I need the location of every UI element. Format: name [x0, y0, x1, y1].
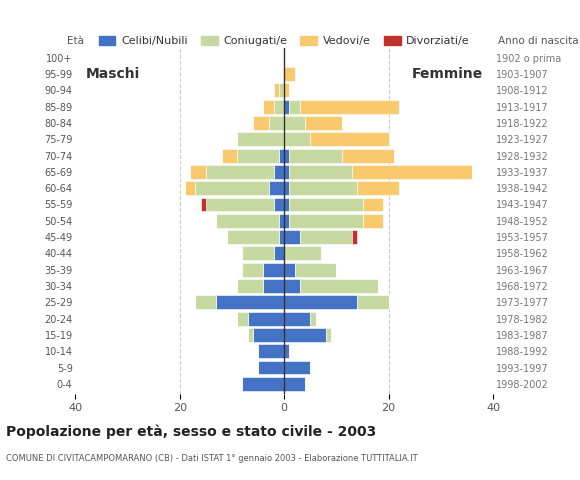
Bar — [284, 328, 326, 342]
Bar — [284, 312, 310, 325]
Bar — [242, 377, 284, 391]
Bar — [237, 279, 263, 293]
Bar — [289, 181, 357, 195]
Bar — [248, 328, 253, 342]
Bar — [300, 230, 352, 244]
Bar — [242, 263, 263, 276]
Bar — [284, 263, 295, 276]
Bar — [279, 84, 284, 97]
Bar — [289, 165, 352, 179]
Bar — [310, 312, 316, 325]
Bar — [258, 344, 284, 358]
Bar — [227, 230, 279, 244]
Bar — [284, 344, 289, 358]
Bar — [289, 214, 362, 228]
Bar — [274, 165, 284, 179]
Bar — [284, 230, 300, 244]
Bar — [185, 181, 195, 195]
Text: COMUNE DI CIVITACAMPOMARANO (CB) - Dati ISTAT 1° gennaio 2003 - Elaborazione TUT: COMUNE DI CIVITACAMPOMARANO (CB) - Dati … — [6, 454, 418, 463]
Bar — [269, 116, 284, 130]
Bar — [289, 198, 362, 211]
Bar — [263, 100, 274, 114]
Bar — [274, 84, 279, 97]
Bar — [310, 132, 389, 146]
Bar — [216, 295, 284, 309]
Bar — [195, 181, 269, 195]
Bar — [206, 198, 274, 211]
Bar — [362, 198, 383, 211]
Bar — [216, 214, 279, 228]
Bar — [195, 295, 216, 309]
Bar — [357, 181, 399, 195]
Bar — [279, 149, 284, 163]
Bar — [279, 214, 284, 228]
Bar — [284, 132, 310, 146]
Bar — [274, 198, 284, 211]
Bar — [284, 198, 289, 211]
Bar — [284, 214, 289, 228]
Bar — [300, 100, 399, 114]
Bar — [362, 214, 383, 228]
Bar — [248, 312, 284, 325]
Bar — [284, 149, 289, 163]
Bar — [284, 67, 295, 81]
Bar — [190, 165, 206, 179]
Text: Anno di nascita: Anno di nascita — [498, 36, 579, 47]
Bar — [263, 263, 284, 276]
Bar — [352, 165, 472, 179]
Bar — [258, 360, 284, 374]
Bar — [237, 132, 284, 146]
Bar — [289, 149, 342, 163]
Bar — [237, 149, 279, 163]
Bar — [206, 165, 274, 179]
Bar — [305, 116, 342, 130]
Bar — [289, 100, 300, 114]
Bar — [263, 279, 284, 293]
Bar — [326, 328, 331, 342]
Bar — [284, 84, 289, 97]
Bar — [284, 100, 289, 114]
Bar — [342, 149, 394, 163]
Bar — [284, 246, 321, 260]
Bar — [352, 230, 357, 244]
Text: Femmine: Femmine — [411, 67, 483, 81]
Bar — [253, 328, 284, 342]
Bar — [300, 279, 378, 293]
Bar — [201, 198, 206, 211]
Bar — [222, 149, 237, 163]
Bar — [295, 263, 336, 276]
Bar — [274, 100, 284, 114]
Text: Popolazione per età, sesso e stato civile - 2003: Popolazione per età, sesso e stato civil… — [6, 425, 376, 439]
Bar — [242, 246, 274, 260]
Legend: Celibi/Nubili, Coniugati/e, Vedovi/e, Divorziati/e: Celibi/Nubili, Coniugati/e, Vedovi/e, Di… — [94, 31, 474, 51]
Bar — [284, 377, 305, 391]
Bar — [284, 165, 289, 179]
Bar — [253, 116, 269, 130]
Bar — [237, 312, 248, 325]
Bar — [284, 279, 300, 293]
Bar — [279, 230, 284, 244]
Bar — [284, 295, 357, 309]
Text: Età: Età — [67, 36, 84, 47]
Bar — [274, 246, 284, 260]
Bar — [284, 116, 305, 130]
Bar — [284, 360, 310, 374]
Bar — [357, 295, 389, 309]
Bar — [284, 181, 289, 195]
Text: Maschi: Maschi — [86, 67, 140, 81]
Bar — [269, 181, 284, 195]
